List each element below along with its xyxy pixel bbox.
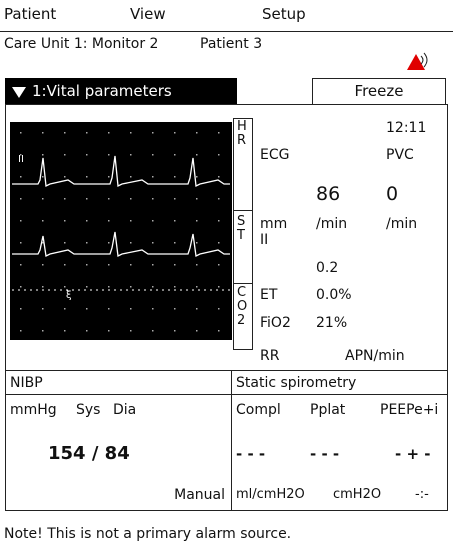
unit: -:- xyxy=(415,487,429,503)
alarm-icon xyxy=(405,50,431,72)
panel-title: 1:Vital parameters xyxy=(32,83,172,99)
side-label: HR xyxy=(237,120,249,148)
divider xyxy=(5,370,448,371)
label: II xyxy=(260,232,268,248)
label: Pplat xyxy=(310,402,345,418)
side-label: ST xyxy=(237,215,249,243)
dropdown-arrow[interactable] xyxy=(11,85,27,99)
patient-label: Patient 3 xyxy=(200,36,262,52)
hr-value: 86 xyxy=(316,183,340,205)
label: mm xyxy=(260,216,287,232)
fio2-value: 21% xyxy=(316,315,347,331)
label: Sys xyxy=(76,402,100,418)
label: Dia xyxy=(113,402,136,418)
lead-label: II xyxy=(18,152,24,168)
value: - + - xyxy=(395,446,430,462)
divider xyxy=(231,370,232,510)
unit-label: Care Unit 1: Monitor 2 xyxy=(4,36,158,52)
nibp-value: 154 / 84 xyxy=(48,443,130,465)
label: Compl xyxy=(236,402,281,418)
label: FiO2 xyxy=(260,315,291,331)
menu-item[interactable]: Patient xyxy=(4,6,56,22)
divider xyxy=(5,104,448,105)
nibp-title: NIBP xyxy=(10,375,43,391)
side-label: CO2 xyxy=(237,286,249,328)
freeze-button[interactable]: Freeze xyxy=(312,78,446,105)
nibp-mode: Manual xyxy=(174,487,225,503)
label: ECG xyxy=(260,147,289,163)
menu-item[interactable]: Setup xyxy=(262,6,306,22)
label: /min xyxy=(386,216,417,232)
label: /min xyxy=(316,216,347,232)
label: RR xyxy=(260,348,279,364)
clock: 12:11 xyxy=(386,120,426,136)
spirometry-title: Static spirometry xyxy=(236,375,356,391)
value: - - - xyxy=(310,446,339,462)
unit: ml/cmH2O xyxy=(236,487,305,503)
divider xyxy=(233,210,253,211)
st-value: 0.2 xyxy=(316,260,338,276)
note: Note! This is not a primary alarm source… xyxy=(4,526,291,542)
waveform: ξ xyxy=(10,122,232,340)
rr-value: APN/min xyxy=(345,348,405,364)
label: PEEPe+i xyxy=(380,402,438,418)
et-value: 0.0% xyxy=(316,287,352,303)
unit: cmH2O xyxy=(333,487,381,503)
value: - - - xyxy=(236,446,265,462)
label: mmHg xyxy=(10,402,57,418)
label: ET xyxy=(260,287,277,303)
border xyxy=(5,78,6,510)
monitor-screen: Patient View Setup Care Unit 1: Monitor … xyxy=(0,0,453,548)
divider xyxy=(233,283,253,284)
divider xyxy=(0,31,453,32)
svg-text:ξ: ξ xyxy=(66,290,72,301)
label: PVC xyxy=(386,147,414,163)
border xyxy=(447,104,448,510)
divider xyxy=(5,394,448,395)
divider xyxy=(5,510,448,511)
menu-item[interactable]: View xyxy=(130,6,166,22)
pvc-value: 0 xyxy=(386,183,398,205)
